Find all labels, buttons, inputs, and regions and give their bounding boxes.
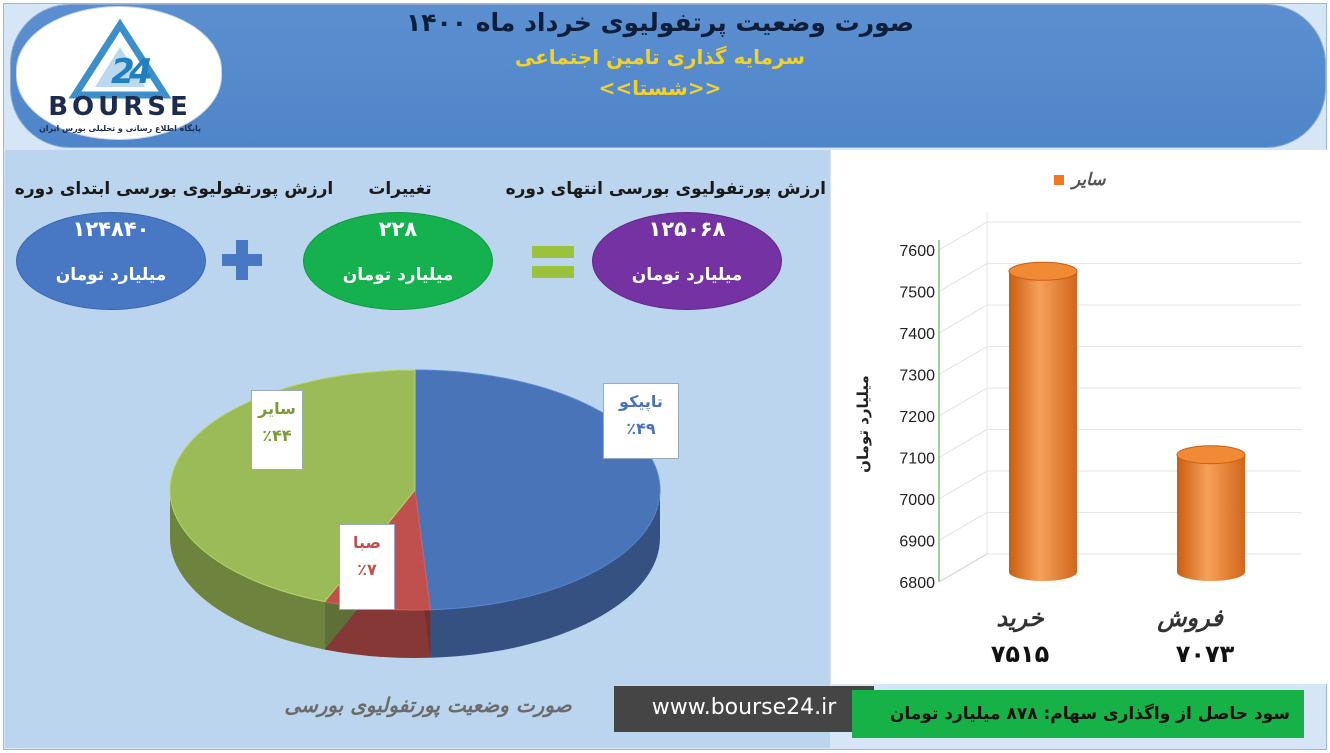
pie-label-saba: صبا ٪۷ (339, 524, 395, 610)
plus-icon (222, 240, 262, 280)
gridline-diag-7 (938, 263, 988, 292)
page-title: صورت وضعیت پرتفولیوی خرداد ماه ۱۴۰۰ (406, 8, 914, 37)
end-value: ۱۲۵۰۶۸ (648, 217, 726, 241)
start-value: ۱۲۴۸۴۰ (72, 217, 150, 241)
bar-top-0 (1008, 261, 1078, 281)
end-value-ellipse: ۱۲۵۰۶۸ میلیارد تومان (592, 212, 782, 310)
gridline-diag-2 (938, 470, 988, 500)
footer-caption: صورت وضعیت پورتفولیوی بورسی (284, 693, 572, 717)
y-tick-label-7: 7500 (899, 285, 935, 302)
profit-banner: سود حاصل از واگذاری سهام: ۸۷۸ میلیارد تو… (852, 690, 1304, 738)
bar-0 (1009, 271, 1077, 581)
buy-sell-bar-chart: 6800 6900 7000 7100 7200 7300 7400 7500 7600 (899, 212, 1301, 592)
y-tick-label-0: 6800 (899, 575, 935, 592)
pie-side-0 (430, 490, 660, 658)
logo-mark-icon: 2 4 BOURSE پایگاه اطلاع رسانی و تحلیلی ب… (39, 18, 201, 134)
gridline-diag-5 (938, 346, 988, 375)
start-value-ellipse: ۱۲۴۸۴۰ میلیارد تومان (16, 212, 206, 310)
pie-label-tapiko: تاپیکو ٪۴۹ (603, 383, 679, 459)
change-value-unit: میلیارد تومان (342, 265, 454, 285)
y-axis-title: میلیارد تومان (854, 375, 872, 473)
portfolio-pie-chart (169, 369, 661, 658)
pie-slice-0 (414, 369, 661, 611)
y-tick-label-2: 7000 (899, 492, 935, 509)
bar-1 (1177, 454, 1245, 581)
change-value-ellipse: ۲۲۸ میلیارد تومان (303, 212, 493, 310)
y-tick-label-6: 7400 (899, 326, 935, 343)
value-label-buy: ۷۵۱۵ (990, 640, 1050, 668)
bar-chart-panel (831, 150, 1327, 684)
start-value-unit: میلیارد تومان (55, 265, 167, 285)
y-tick-label-4: 7200 (899, 409, 935, 426)
gridline-diag-4 (938, 387, 988, 417)
gridline-diag-8 (938, 221, 988, 251)
end-value-label: ارزش پورتفولیوی بورسی انتهای دوره (505, 179, 826, 199)
floor-edge (938, 553, 988, 583)
pie-side-2 (170, 490, 325, 650)
legend-swatch (1054, 175, 1064, 185)
svg-text:2: 2 (111, 52, 135, 92)
category-label-sell: فروش (1157, 604, 1223, 632)
bar-top-1 (1176, 445, 1246, 465)
change-label: تغییرات (368, 179, 432, 199)
gridline-diag-6 (938, 304, 988, 334)
start-value-label: ارزش پورتفولیوی بورسی ابتدای دوره (14, 179, 334, 199)
change-value: ۲۲۸ (378, 217, 418, 241)
y-tick-label-3: 7100 (899, 451, 935, 468)
y-tick-label-1: 6900 (899, 534, 935, 551)
equals-icon (532, 244, 574, 278)
gridline-diag-1 (938, 512, 988, 541)
legend-label: سایر (1072, 170, 1106, 190)
logo-wordmark: BOURSE (48, 92, 192, 122)
y-tick-label-8: 7600 (899, 243, 935, 260)
gridline-diag-3 (938, 429, 988, 458)
bourse24-logo[interactable]: 2 4 BOURSE پایگاه اطلاع رسانی و تحلیلی ب… (16, 6, 222, 140)
svg-text:پایگاه اطلاع رسانی و تحلیلی بو: پایگاه اطلاع رسانی و تحلیلی بورس ایران (39, 123, 201, 134)
website-link[interactable]: www.bourse24.ir (614, 686, 874, 732)
y-tick-label-5: 7300 (899, 368, 935, 385)
company-symbol: <<شستا>> (598, 76, 722, 100)
end-value-unit: میلیارد تومان (631, 265, 743, 285)
value-label-sell: ۷۰۷۳ (1175, 640, 1235, 668)
company-name: سرمایه گذاری تامین اجتماعی (514, 45, 806, 69)
pie-label-sayer: سایر ٪۴۴ (251, 390, 303, 470)
category-label-buy: خرید (996, 604, 1044, 632)
header-band (10, 4, 1326, 148)
svg-text:4: 4 (128, 52, 153, 92)
